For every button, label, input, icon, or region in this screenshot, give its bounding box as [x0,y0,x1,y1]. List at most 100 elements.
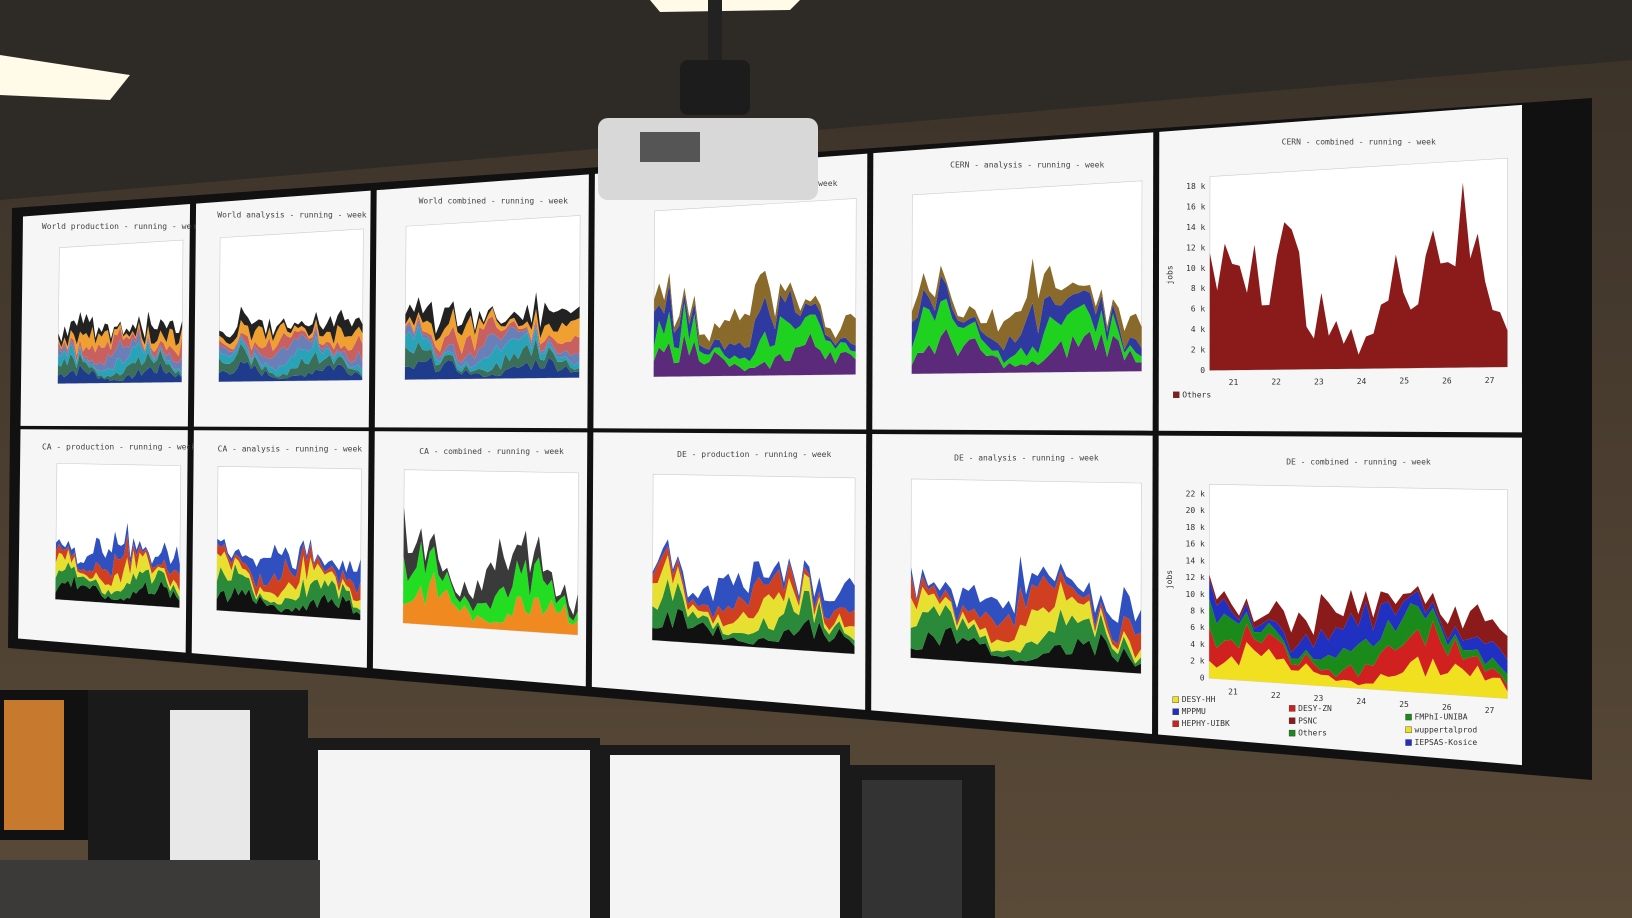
chart-area [57,362,182,384]
y-tick-label: 6 k [1191,305,1206,314]
chart-area [653,302,856,372]
chart-title: World production - running - week [42,222,201,231]
chart-area [58,326,183,366]
x-tick-label: 23 [1314,694,1324,703]
x-tick-label: 22 [1271,691,1281,700]
chart-area [216,586,361,621]
chart-area [55,575,180,608]
y-axis-label: jobs [1165,265,1174,284]
chart-area [405,307,580,354]
y-tick-label: 0 [1200,366,1205,375]
legend-swatch [1172,720,1179,727]
y-tick-label: 10 k [1186,264,1205,273]
chart-area [55,549,180,598]
chart-title: DE - analysis - running - week [954,453,1099,462]
y-tick-label: 10 k [1185,590,1204,599]
legend-label: PSNC [1298,716,1317,725]
y-tick-label: 18 k [1186,182,1205,191]
chart-area [910,604,1141,667]
chart-area [911,298,1142,369]
chart-area [58,321,183,357]
chart-title: CA - combined - running - week [419,447,564,456]
y-tick-label: 16 k [1186,202,1205,211]
chart-area [218,361,363,382]
x-tick-label: 23 [1314,377,1324,386]
chart-area [653,333,856,377]
y-tick-label: 18 k [1186,523,1205,532]
chart-area [57,349,182,381]
chart-area [1209,642,1508,699]
chart-title: DE - production - running - week [677,450,831,459]
chart-area [403,506,578,621]
chart-area [219,306,363,345]
chart-area [405,291,580,342]
chart-area [404,356,580,380]
x-tick-label: 27 [1485,706,1495,715]
y-tick-label: 14 k [1186,556,1205,565]
x-tick-label: 26 [1442,703,1452,712]
y-tick-label: 0 [1200,673,1205,682]
legend-label: IEPSAS-Kosice [1415,738,1478,747]
legend-label: FMPhI-UNIBA [1415,713,1468,722]
chart-area [58,330,182,373]
video-wall: WorldWorld production - running - weekWo… [17,104,1526,766]
x-tick-label: 25 [1399,700,1409,709]
y-tick-label: 12 k [1186,573,1205,582]
y-tick-label: 20 k [1186,506,1205,515]
chart-area [58,340,182,379]
chart-area [55,534,180,591]
projector [598,0,818,200]
chart-title: CA - production - running - week [42,443,196,452]
chart-area [405,338,580,377]
chart-area [654,270,856,350]
chart-area [1209,182,1508,371]
chart-area [217,538,361,595]
chart-area [652,554,855,641]
legend-label: Others [1182,390,1211,399]
chart-area [652,608,855,654]
x-tick-label: 26 [1442,376,1452,385]
chart-area [403,541,578,625]
chart-area [218,343,363,380]
y-tick-label: 8 k [1191,284,1206,293]
y-tick-label: 12 k [1186,243,1205,252]
chart-area [911,275,1142,364]
x-tick-label: 24 [1357,377,1367,386]
chart-area [652,545,855,631]
y-tick-label: 14 k [1186,223,1205,232]
chart-title: World analysis - running - week [217,210,366,219]
chart-area [55,522,180,578]
legend-swatch [1405,726,1412,734]
chart-area [217,543,361,602]
legend-swatch [1288,729,1296,737]
legend-swatch [1288,705,1296,712]
chart-area [403,572,578,635]
chart-area [910,570,1142,659]
legend-swatch [1405,739,1412,746]
y-tick-label: 2 k [1190,657,1205,666]
y-axis-label: jobs [1165,570,1174,589]
ceiling [0,0,1632,200]
legend-swatch [1288,717,1296,724]
chart-area [911,258,1142,351]
chart-area [1209,578,1508,675]
y-tick-label: 22 k [1186,489,1205,498]
legend-label: Others [1298,729,1327,738]
x-tick-label: 24 [1356,697,1366,706]
chart-area [652,578,855,647]
legend-label: DESY-HH [1182,695,1216,704]
chart-area [1209,574,1508,661]
chart-title: CERN - analysis - running - week [950,160,1104,169]
legend-swatch [1173,391,1180,399]
chart-title: CERN - combined - running - week [1282,138,1436,147]
legend-label: HEPHY-UIBK [1182,719,1230,728]
x-tick-label: 25 [1399,377,1409,386]
ceiling-light [0,55,130,100]
legend-swatch [1172,696,1179,703]
chart-area [653,283,856,362]
chart-area [219,318,363,351]
x-tick-label: 22 [1271,378,1281,387]
desk-monitors [0,690,995,918]
ceiling-light [650,0,800,12]
